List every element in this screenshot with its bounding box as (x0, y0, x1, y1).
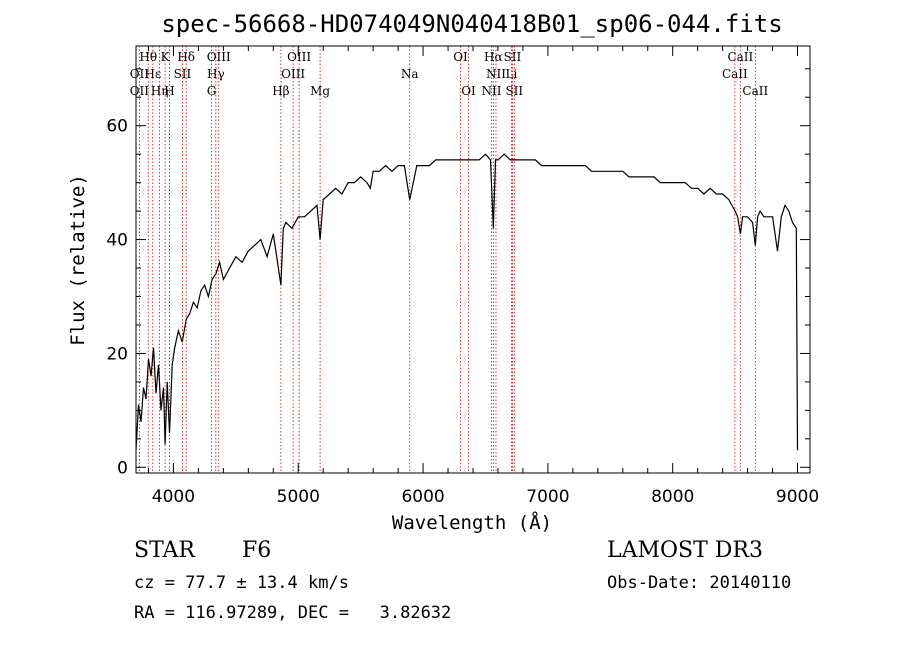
line-label: CaII (722, 67, 748, 81)
line-label: G (207, 84, 217, 98)
line-label: Hβ (272, 84, 289, 98)
line-label: NII (486, 67, 506, 81)
line-label: NII (481, 84, 501, 98)
line-label: OI (453, 50, 468, 64)
line-label: Hθ (139, 50, 157, 64)
line-label: OI (461, 84, 476, 98)
line-label: Mg (310, 84, 330, 98)
x-tick-label: 4000 (152, 487, 195, 507)
object-subclass: F6 (242, 538, 272, 563)
line-label: Hδ (177, 50, 195, 64)
line-label: SII (174, 67, 192, 81)
line-label: Li (506, 67, 518, 81)
survey-name: LAMOST DR3 (607, 538, 763, 563)
y-tick-label: 60 (106, 117, 128, 137)
spectral-line-markers (138, 46, 756, 473)
x-tick-label: 8000 (651, 487, 694, 507)
y-tick-label: 40 (106, 231, 128, 251)
line-label: OII (130, 67, 150, 81)
spectrum-line (135, 153, 799, 451)
chart-title: spec-56668-HD074049N040418B01_sp06-044.f… (161, 10, 782, 38)
line-label: SII (505, 84, 523, 98)
line-label: OIII (287, 50, 311, 64)
x-tick-label: 5000 (277, 487, 320, 507)
x-tick-label: 6000 (401, 487, 444, 507)
line-label: Hγ (207, 67, 225, 81)
x-tick-label: 7000 (526, 487, 569, 507)
line-label: Hε (145, 67, 162, 81)
line-label: CaII (727, 50, 753, 64)
y-tick-label: 0 (117, 458, 128, 478)
line-label: H (164, 84, 174, 98)
x-axis-label: Wavelength (Å) (392, 511, 552, 534)
line-label: OIII (281, 67, 305, 81)
y-tick-label: 20 (106, 344, 128, 364)
line-label: K (161, 50, 171, 64)
x-tick-label: 9000 (776, 487, 819, 507)
line-label: SII (504, 50, 522, 64)
line-label: OIII (207, 50, 231, 64)
plot-frame (135, 45, 811, 474)
y-axis-ticks: 0 20 40 60 (106, 68, 810, 478)
redshift-value: cz = 77.7 ± 13.4 km/s (134, 573, 349, 593)
line-label: Hα (484, 50, 503, 64)
line-label: Na (401, 67, 419, 81)
y-axis-label: Flux (relative) (67, 174, 89, 346)
x-axis-ticks: 4000 5000 6000 7000 8000 9000 (147, 46, 819, 507)
line-label: Hη (151, 84, 169, 98)
coordinates: RA = 116.97289, DEC = 3.82632 (134, 603, 452, 623)
observation-date: Obs-Date: 20140110 (607, 573, 792, 593)
line-label: OII (130, 84, 150, 98)
object-class: STAR (134, 538, 195, 563)
line-label: CaII (742, 84, 768, 98)
